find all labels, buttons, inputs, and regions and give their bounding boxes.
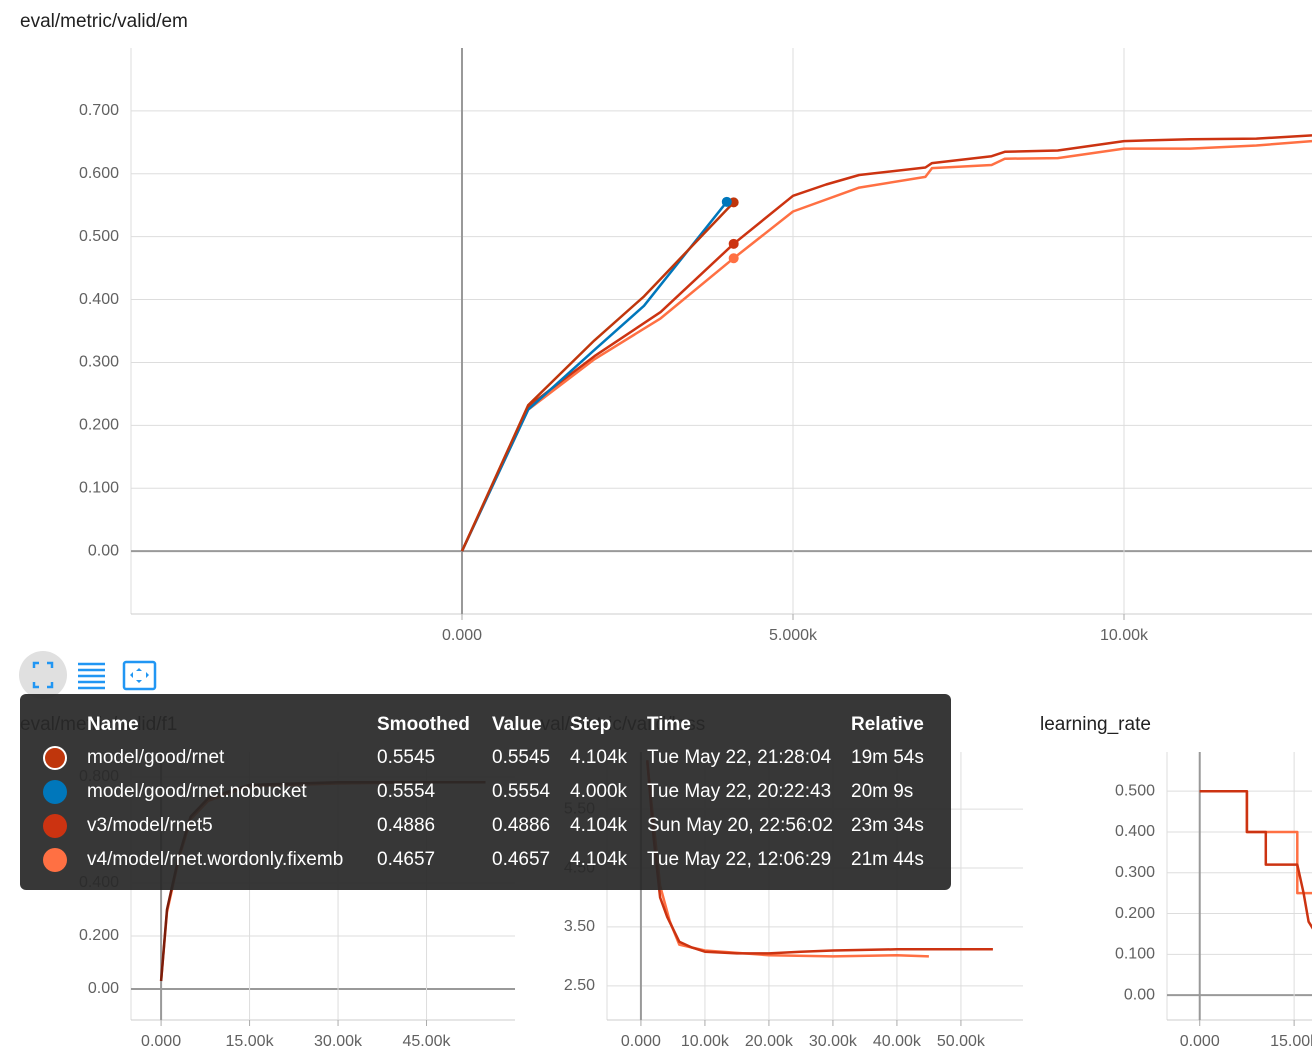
x-tick-label: 0.000 <box>141 1033 181 1050</box>
tooltip-cell: 0.4657 <box>377 849 436 870</box>
series-line <box>460 201 728 552</box>
y-tick-label: 0.500 <box>1115 782 1155 799</box>
tooltip-cell: 4.104k <box>570 849 628 870</box>
tooltip-cell: 20m 9s <box>851 781 914 802</box>
series-line <box>1199 789 1312 895</box>
y-tick-label: 3.50 <box>564 918 595 935</box>
hover-point <box>728 238 739 249</box>
y-tick-label: 0.500 <box>79 228 119 245</box>
tooltip-cell: Tue May 22, 20:22:43 <box>647 781 832 802</box>
y-tick-label: 0.700 <box>79 102 119 119</box>
tooltip-cell: 0.4657 <box>492 849 551 870</box>
y-tick-label: 0.600 <box>79 165 119 182</box>
toolbar <box>19 651 157 699</box>
tooltip-header: Time <box>647 714 692 735</box>
tooltip-cell: 4.104k <box>570 815 628 836</box>
x-tick-label: 0.000 <box>621 1033 661 1050</box>
x-tick-label: 45.00k <box>402 1033 451 1050</box>
fit-domain-icon <box>130 668 149 683</box>
tooltip: Name Smoothed Value Step Time Relative model/g… <box>20 694 951 890</box>
x-tick-label: 0.000 <box>442 627 482 644</box>
y-tick-label: 0.200 <box>79 417 119 434</box>
x-tick-label: 5.000k <box>769 627 818 644</box>
y-tick-label: 0.200 <box>79 927 119 944</box>
tooltip-cell: 0.5545 <box>377 747 436 768</box>
x-tick-label: 20.00k <box>745 1033 794 1050</box>
tooltip-cell: 4.000k <box>570 781 628 802</box>
chart-title: eval/metric/valid/em <box>20 11 188 32</box>
chart-panel: eval/metric/valid/em 0.00 0.100 0.200 0.300 0… <box>20 11 1312 644</box>
tooltip-cell: 0.4886 <box>377 815 436 836</box>
y-tick-label: 0.100 <box>79 479 119 496</box>
series-swatch <box>43 814 67 838</box>
series-line <box>460 201 735 552</box>
tooltip-cell: 21m 44s <box>851 849 924 870</box>
y-tick-label: 0.300 <box>1115 864 1155 881</box>
tooltip-cell: v3/model/rnet5 <box>87 815 213 836</box>
tooltip-cell: 4.104k <box>570 747 628 768</box>
series-line <box>646 760 993 955</box>
log-scale-icon[interactable] <box>78 662 105 690</box>
tooltip-cell: Tue May 22, 21:28:04 <box>647 747 832 768</box>
tooltip-header: Name <box>87 714 139 735</box>
tooltip-cell: 0.5554 <box>377 781 436 802</box>
y-tick-label: 0.00 <box>88 980 119 997</box>
x-tick-label: 0.000 <box>1180 1033 1220 1050</box>
y-tick-label: 0.200 <box>1115 905 1155 922</box>
x-tick-label: 50.00k <box>937 1033 986 1050</box>
chart-panel: learning_rate 0.00 0.100 0.200 0.300 0.400 0.5… <box>1040 714 1312 1050</box>
tooltip-header: Smoothed <box>377 714 470 735</box>
tooltip-header: Step <box>570 714 612 735</box>
y-tick-label: 0.400 <box>1115 823 1155 840</box>
y-tick-label: 0.300 <box>79 354 119 371</box>
tooltip-cell: Tue May 22, 12:06:29 <box>647 849 832 870</box>
tooltip-cell: v4/model/rnet.wordonly.fixemb <box>87 849 344 870</box>
tooltip-cell: 19m 54s <box>851 747 924 768</box>
tooltip-header: Value <box>492 714 542 735</box>
fullscreen-button[interactable] <box>19 651 67 699</box>
chart-title: learning_rate <box>1040 714 1151 735</box>
series-swatch <box>43 780 67 804</box>
tooltip-cell: 23m 34s <box>851 815 924 836</box>
series-line <box>1199 789 1312 930</box>
x-tick-label: 10.00k <box>681 1033 730 1050</box>
x-tick-label: 15.00k <box>1270 1033 1312 1050</box>
y-tick-label: 0.100 <box>1115 946 1155 963</box>
series-line <box>460 139 1312 552</box>
tooltip-header: Relative <box>851 714 924 735</box>
tooltip-cell: model/good/rnet.nobucket <box>87 781 307 802</box>
y-tick-label: 0.400 <box>79 291 119 308</box>
tooltip-cell: 0.5545 <box>492 747 551 768</box>
x-tick-label: 10.00k <box>1100 627 1149 644</box>
series-swatch <box>43 848 67 872</box>
x-tick-label: 30.00k <box>809 1033 858 1050</box>
x-tick-label: 15.00k <box>226 1033 275 1050</box>
x-tick-label: 40.00k <box>873 1033 922 1050</box>
tooltip-cell: 0.5554 <box>492 781 551 802</box>
tooltip-cell: 0.4886 <box>492 815 551 836</box>
series-swatch <box>43 746 67 770</box>
fullscreen-icon <box>32 661 54 689</box>
series-line <box>460 134 1312 552</box>
fit-domain-button[interactable] <box>122 660 157 691</box>
hover-point <box>728 253 739 264</box>
y-tick-label: 0.00 <box>1124 986 1155 1003</box>
hover-point <box>721 196 732 207</box>
x-tick-label: 30.00k <box>314 1033 363 1050</box>
tooltip-cell: model/good/rnet <box>87 747 225 768</box>
y-tick-label: 2.50 <box>564 977 595 994</box>
y-tick-label: 0.00 <box>88 542 119 559</box>
tooltip-cell: Sun May 20, 22:56:02 <box>647 815 833 836</box>
